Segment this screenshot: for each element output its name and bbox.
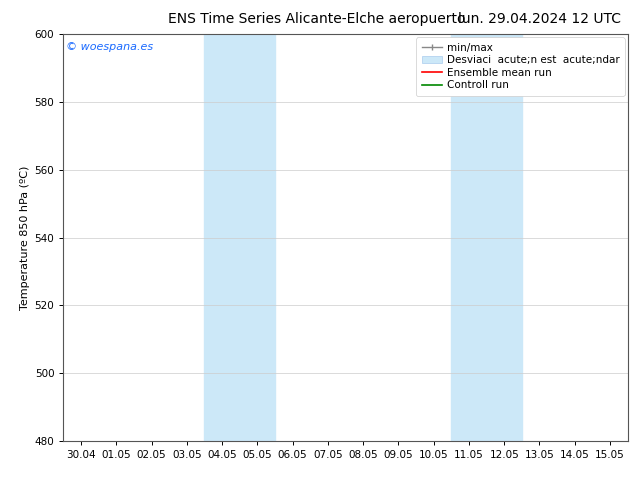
Legend: min/max, Desviaci  acute;n est  acute;ndar, Ensemble mean run, Controll run: min/max, Desviaci acute;n est acute;ndar… [417, 37, 624, 96]
Bar [451, 34, 522, 441]
Y-axis label: Temperature 850 hPa (ºC): Temperature 850 hPa (ºC) [20, 166, 30, 310]
Bar [204, 34, 275, 441]
Text: © woespana.es: © woespana.es [66, 43, 153, 52]
Text: lun. 29.04.2024 12 UTC: lun. 29.04.2024 12 UTC [458, 12, 621, 26]
Text: ENS Time Series Alicante-Elche aeropuerto: ENS Time Series Alicante-Elche aeropuert… [168, 12, 466, 26]
